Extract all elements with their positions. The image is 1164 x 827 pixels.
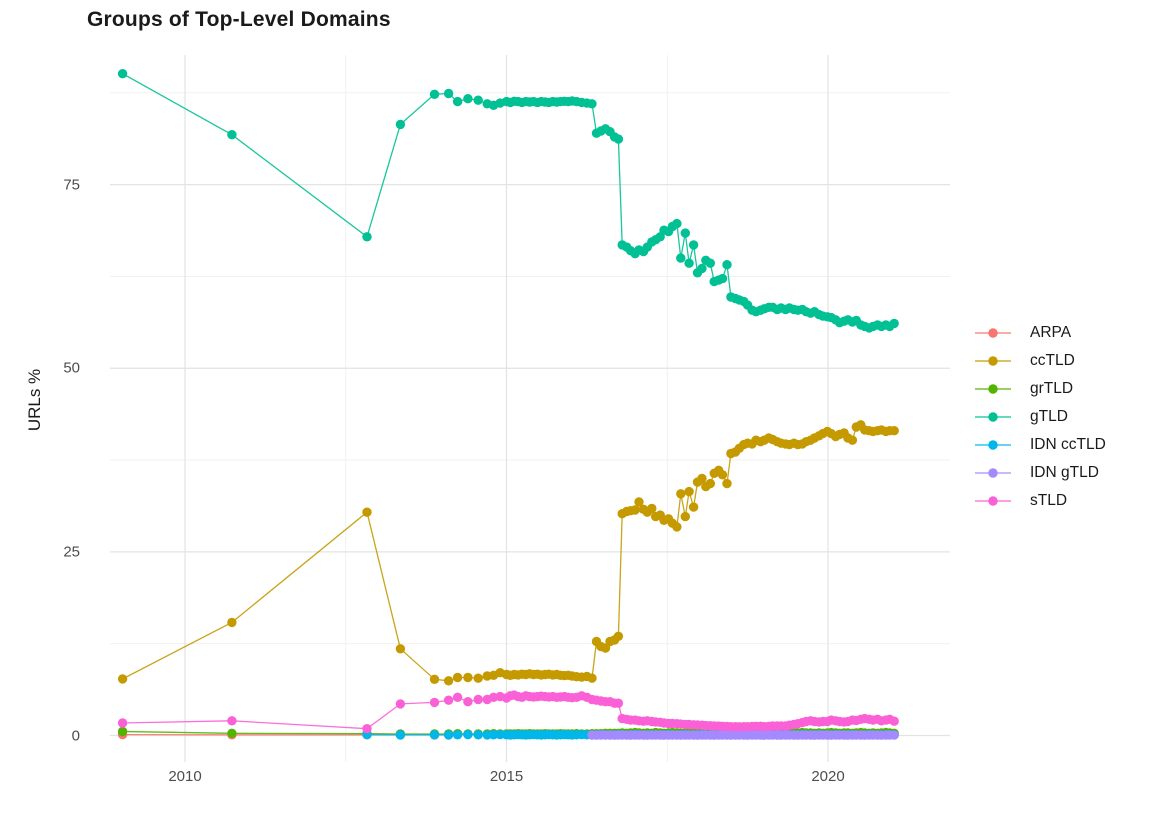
legend-label: ARPA	[1030, 324, 1072, 341]
series-idn-gtld	[587, 730, 899, 740]
legend-swatch-icon	[975, 468, 1011, 478]
chart-title: Groups of Top-Level Domains	[87, 8, 391, 31]
legend-label: IDN gTLD	[1030, 464, 1099, 481]
legend-item-gtld: gTLD	[973, 403, 1106, 431]
legend-swatch-icon	[975, 384, 1011, 394]
legend-label: grTLD	[1030, 380, 1074, 397]
legend-item-cctld: ccTLD	[973, 347, 1106, 375]
legend-item-grtld: grTLD	[973, 375, 1106, 403]
legend-swatch-icon	[975, 440, 1011, 450]
gridlines	[110, 55, 950, 762]
series-gtld	[117, 69, 899, 333]
legend-swatch-icon	[975, 496, 1011, 506]
legend-swatch-icon	[975, 412, 1011, 422]
series-stld	[117, 690, 899, 734]
legend-label: sTLD	[1030, 492, 1068, 509]
series-cctld	[117, 420, 899, 686]
legend-label: gTLD	[1030, 408, 1068, 425]
legend-label: IDN ccTLD	[1030, 436, 1106, 453]
legend-item-stld: sTLD	[973, 487, 1106, 515]
x-tick-label-2020: 2020	[811, 768, 845, 785]
y-tick-label-75: 75	[63, 176, 80, 194]
y-axis-title: URLs %	[25, 368, 45, 432]
x-tick-label-2015: 2015	[489, 768, 524, 785]
y-tick-label-50: 50	[63, 359, 80, 377]
x-tick-label-2010: 2010	[168, 768, 202, 785]
legend-item-idn-gtld: IDN gTLD	[973, 459, 1106, 487]
y-tick-label-0: 0	[71, 727, 80, 744]
legend-item-arpa: ARPA	[973, 319, 1106, 347]
legend-swatch-icon	[975, 356, 1011, 366]
legend-swatch-icon	[975, 328, 1011, 338]
legend-label: ccTLD	[1030, 352, 1075, 369]
legend-item-idn-cctld: IDN ccTLD	[973, 431, 1106, 459]
y-tick-label-25: 25	[63, 543, 80, 561]
legend: ARPA ccTLD grTLD gTLD IDN ccTLD IDN gTLD…	[973, 319, 1106, 515]
